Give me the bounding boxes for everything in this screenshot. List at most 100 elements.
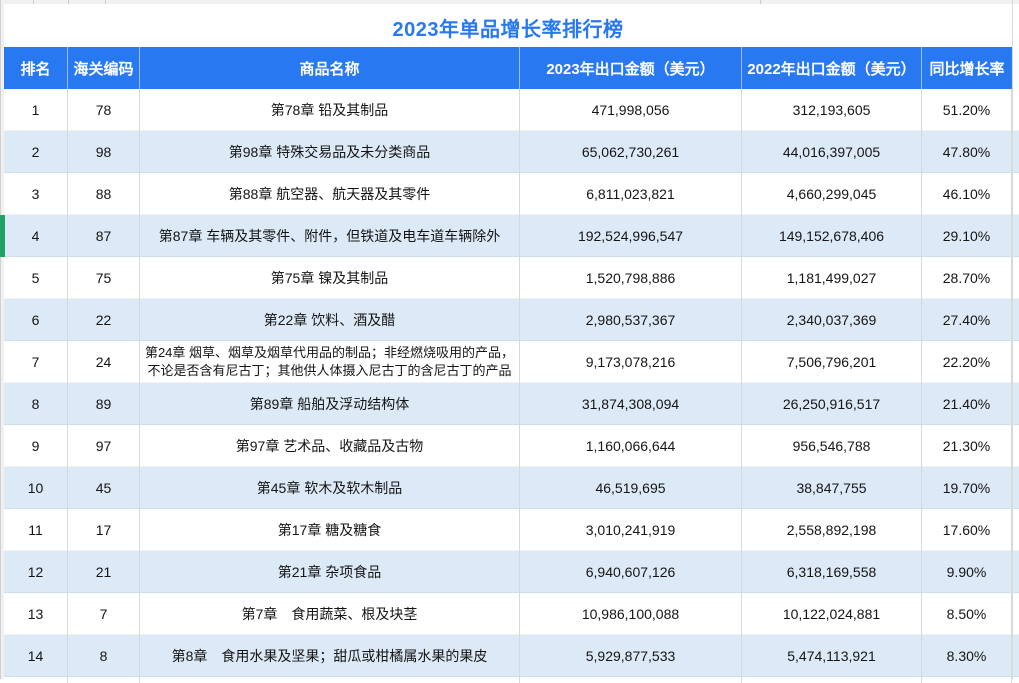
- cell-amt2023[interactable]: 65,062,730,261: [520, 131, 742, 173]
- cell-amt2023[interactable]: 9,173,078,216: [520, 341, 742, 383]
- cell-name[interactable]: 第89章 船舶及浮动结构体: [140, 383, 520, 425]
- cell-name[interactable]: 第8章 食用水果及坚果；甜瓜或柑橘属水果的果皮: [140, 635, 520, 677]
- column-header-amt2023[interactable]: 2023年出口金额（美元）: [520, 47, 742, 89]
- cell-name[interactable]: 第78章 铅及其制品: [140, 89, 520, 131]
- cell-rank[interactable]: 8: [4, 383, 68, 425]
- cell-code[interactable]: 89: [68, 383, 140, 425]
- cell-amt2023[interactable]: 1,160,066,644: [520, 425, 742, 467]
- empty-cell[interactable]: [520, 677, 742, 683]
- cell-rank[interactable]: 3: [4, 173, 68, 215]
- cell-amt2023[interactable]: 6,940,607,126: [520, 551, 742, 593]
- cell-name[interactable]: 第24章 烟草、烟草及烟草代用品的制品；非经燃烧吸用的产品，不论是否含有尼古丁；…: [140, 341, 520, 383]
- table-row: 9 97 第97章 艺术品、收藏品及古物 1,160,066,644 956,546,7…: [4, 425, 1019, 467]
- cell-rank[interactable]: 5: [4, 257, 68, 299]
- cell-code[interactable]: 7: [68, 593, 140, 635]
- cell-name[interactable]: 第97章 艺术品、收藏品及古物: [140, 425, 520, 467]
- cell-amt2022[interactable]: 312,193,605: [742, 89, 922, 131]
- cell-rank[interactable]: 2: [4, 131, 68, 173]
- cell-amt2022[interactable]: 2,340,037,369: [742, 299, 922, 341]
- cell-rank[interactable]: 4: [4, 215, 68, 257]
- cell-amt2022[interactable]: 38,847,755: [742, 467, 922, 509]
- cell-name[interactable]: 第22章 饮料、酒及醋: [140, 299, 520, 341]
- cell-amt2023[interactable]: 10,986,100,088: [520, 593, 742, 635]
- empty-cell[interactable]: [140, 677, 520, 683]
- cell-name[interactable]: 第7章 食用蔬菜、根及块茎: [140, 593, 520, 635]
- cell-amt2023[interactable]: 6,811,023,821: [520, 173, 742, 215]
- cell-amt2022[interactable]: 7,506,796,201: [742, 341, 922, 383]
- cell-amt2022[interactable]: 149,152,678,406: [742, 215, 922, 257]
- cell-amt2022[interactable]: 6,318,169,558: [742, 551, 922, 593]
- cell-growth[interactable]: 47.80%: [922, 131, 1012, 173]
- cell-code[interactable]: 98: [68, 131, 140, 173]
- empty-cell[interactable]: [922, 677, 1012, 683]
- column-header-rank[interactable]: 排名: [4, 47, 68, 89]
- cell-rank[interactable]: 10: [4, 467, 68, 509]
- sheet-left-gutter: [0, 0, 4, 679]
- cell-name[interactable]: 第98章 特殊交易品及未分类商品: [140, 131, 520, 173]
- cell-amt2023[interactable]: 5,929,877,533: [520, 635, 742, 677]
- table-row: 8 89 第89章 船舶及浮动结构体 31,874,308,094 26,250,916…: [4, 383, 1019, 425]
- cell-rank[interactable]: 13: [4, 593, 68, 635]
- cell-amt2023[interactable]: 192,524,996,547: [520, 215, 742, 257]
- cell-growth[interactable]: 21.30%: [922, 425, 1012, 467]
- empty-cell[interactable]: [68, 677, 140, 683]
- cell-growth[interactable]: 51.20%: [922, 89, 1012, 131]
- cell-amt2022[interactable]: 5,474,113,921: [742, 635, 922, 677]
- cell-growth[interactable]: 9.90%: [922, 551, 1012, 593]
- cell-amt2023[interactable]: 3,010,241,919: [520, 509, 742, 551]
- cell-code[interactable]: 88: [68, 173, 140, 215]
- empty-cell[interactable]: [4, 677, 68, 683]
- cell-name[interactable]: 第21章 杂项食品: [140, 551, 520, 593]
- cell-amt2022[interactable]: 10,122,024,881: [742, 593, 922, 635]
- cell-rank[interactable]: 1: [4, 89, 68, 131]
- cell-rank[interactable]: 11: [4, 509, 68, 551]
- cell-amt2022[interactable]: 956,546,788: [742, 425, 922, 467]
- cell-code[interactable]: 22: [68, 299, 140, 341]
- cell-name[interactable]: 第45章 软木及软木制品: [140, 467, 520, 509]
- cell-name[interactable]: 第75章 镍及其制品: [140, 257, 520, 299]
- cell-growth[interactable]: 28.70%: [922, 257, 1012, 299]
- cell-amt2023[interactable]: 471,998,056: [520, 89, 742, 131]
- cell-code[interactable]: 45: [68, 467, 140, 509]
- cell-amt2023[interactable]: 46,519,695: [520, 467, 742, 509]
- cell-code[interactable]: 78: [68, 89, 140, 131]
- cell-amt2022[interactable]: 1,181,499,027: [742, 257, 922, 299]
- cell-rank[interactable]: 12: [4, 551, 68, 593]
- cell-rank[interactable]: 6: [4, 299, 68, 341]
- cell-name[interactable]: 第87章 车辆及其零件、附件，但铁道及电车道车辆除外: [140, 215, 520, 257]
- cell-rank[interactable]: 14: [4, 635, 68, 677]
- cell-growth[interactable]: 19.70%: [922, 467, 1012, 509]
- cell-amt2023[interactable]: 31,874,308,094: [520, 383, 742, 425]
- cell-rank[interactable]: 7: [4, 341, 68, 383]
- cell-amt2022[interactable]: 2,558,892,198: [742, 509, 922, 551]
- cell-code[interactable]: 8: [68, 635, 140, 677]
- cell-growth[interactable]: 29.10%: [922, 215, 1012, 257]
- cell-code[interactable]: 21: [68, 551, 140, 593]
- column-header-code[interactable]: 海关编码: [68, 47, 140, 89]
- cell-growth[interactable]: 46.10%: [922, 173, 1012, 215]
- empty-cell[interactable]: [742, 677, 922, 683]
- cell-growth[interactable]: 17.60%: [922, 509, 1012, 551]
- cell-amt2022[interactable]: 44,016,397,005: [742, 131, 922, 173]
- cell-rank[interactable]: 9: [4, 425, 68, 467]
- column-header-growth[interactable]: 同比增长率: [929, 60, 1005, 78]
- cell-name[interactable]: 第88章 航空器、航天器及其零件: [140, 173, 520, 215]
- cell-code[interactable]: 17: [68, 509, 140, 551]
- cell-growth[interactable]: 8.50%: [922, 593, 1012, 635]
- cell-growth[interactable]: 8.30%: [922, 635, 1012, 677]
- cell-growth[interactable]: 21.40%: [922, 383, 1012, 425]
- cell-amt2023[interactable]: 2,980,537,367: [520, 299, 742, 341]
- column-header-name[interactable]: 商品名称: [140, 47, 520, 89]
- cell-code[interactable]: 24: [68, 341, 140, 383]
- cell-amt2023[interactable]: 1,520,798,886: [520, 257, 742, 299]
- cell-code[interactable]: 87: [68, 215, 140, 257]
- cell-amt2022[interactable]: 26,250,916,517: [742, 383, 922, 425]
- cell-growth[interactable]: 22.20%: [922, 341, 1012, 383]
- cell-amt2022[interactable]: 4,660,299,045: [742, 173, 922, 215]
- table-row: 12 21 第21章 杂项食品 6,940,607,126 6,318,169,558 9…: [4, 551, 1019, 593]
- cell-name[interactable]: 第17章 糖及糖食: [140, 509, 520, 551]
- cell-growth[interactable]: 27.40%: [922, 299, 1012, 341]
- column-header-amt2022[interactable]: 2022年出口金额（美元）: [742, 47, 922, 89]
- cell-code[interactable]: 75: [68, 257, 140, 299]
- cell-code[interactable]: 97: [68, 425, 140, 467]
